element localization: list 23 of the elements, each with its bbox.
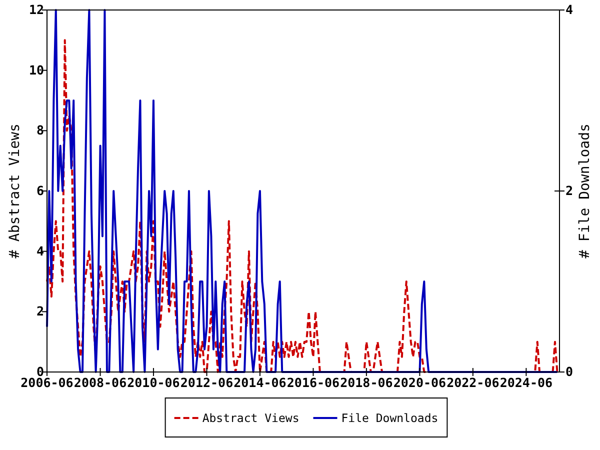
y-tick-label: 2 xyxy=(36,304,44,319)
y-tick-label: 6 xyxy=(36,183,44,198)
y-tick-label: 0 xyxy=(36,364,44,379)
x-tick-label: 2010-06 xyxy=(127,374,180,390)
x-tick-label: 2022-06 xyxy=(446,374,500,390)
x-tick-label: 2016-06 xyxy=(286,374,340,390)
y-tick-label: 4 xyxy=(36,243,44,258)
x-tick-label: 2014-06 xyxy=(234,374,286,390)
y2-axis-title: # File Downloads xyxy=(577,124,593,258)
x-tick-label: 2012-06 xyxy=(180,374,234,390)
y2-tick-label: 4 xyxy=(566,2,574,17)
y2-tick-label: 2 xyxy=(566,183,574,198)
y-tick-label: 10 xyxy=(28,62,44,78)
y-tick-label: 8 xyxy=(36,122,44,138)
x-tick-label: 2018-06 xyxy=(340,374,393,390)
x-tick-label: 2020-06 xyxy=(393,374,446,390)
legend-label: Abstract Views xyxy=(202,411,300,425)
y2-tick-label: 0 xyxy=(566,364,574,379)
y-tick-label: 12 xyxy=(28,2,44,17)
x-tick-label: 2024-06 xyxy=(500,374,553,390)
legend-label: File Downloads xyxy=(341,411,438,425)
y-axis-title: # Abstract Views xyxy=(7,124,23,258)
x-tick-label: 2008-06 xyxy=(74,374,127,390)
